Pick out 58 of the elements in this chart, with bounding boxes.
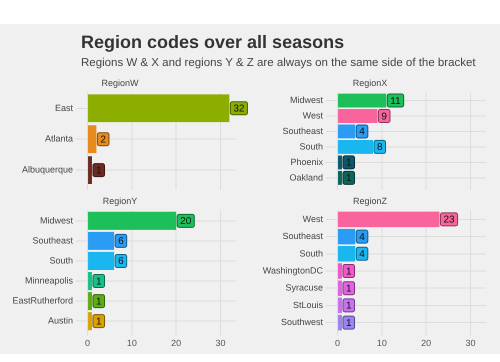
data-label: 6: [118, 236, 124, 248]
y-tick-label: Southwest: [280, 317, 324, 328]
data-label: 11: [390, 96, 402, 107]
x-tick-label: 0: [85, 338, 90, 348]
y-tick-label: Albuquerque: [22, 164, 73, 175]
y-tick-label: EastRutherford: [12, 296, 73, 306]
data-label: 1: [346, 266, 352, 278]
data-label: 1: [346, 283, 352, 294]
data-label: 23: [443, 214, 456, 226]
data-label: 32: [233, 104, 245, 115]
y-tick-label: South: [49, 255, 73, 266]
text: RegionZ: [352, 196, 388, 206]
y-tick-label: Southeast: [32, 235, 74, 246]
y-tick-label: West: [302, 110, 324, 120]
data-label: 1: [96, 276, 102, 288]
data-label: 1: [346, 158, 352, 169]
data-label: 1: [346, 173, 352, 184]
data-label: 1: [96, 165, 102, 176]
y-tick-label: StLouis: [292, 300, 324, 310]
data-label: 4: [359, 126, 366, 138]
y-tick-label: Minneapolis: [24, 276, 74, 286]
y-tick-label: Midwest: [290, 95, 324, 106]
x-tick-label: 30: [215, 338, 226, 348]
text: RegionY: [102, 196, 138, 206]
data-label: 1: [346, 300, 352, 312]
data-label: 1: [96, 296, 102, 308]
data-label: 9: [381, 111, 388, 122]
data-label: 6: [118, 256, 124, 268]
y-tick-label: Phoenix: [290, 156, 324, 167]
y-tick-label: Midwest: [40, 215, 74, 226]
y-tick-label: Syracuse: [285, 282, 323, 293]
y-tick-label: Austin: [48, 316, 73, 326]
text: Regions W & X and regions Y & Z are always on the same side of the bracket: [81, 57, 476, 69]
data-label: 4: [359, 249, 366, 260]
x-tick-label: 20: [171, 338, 182, 348]
x-tick-label: 30: [465, 338, 476, 348]
text: RegionW: [101, 78, 140, 88]
data-label: 20: [180, 216, 192, 228]
y-tick-label: WashingtonDC: [262, 265, 324, 276]
data-label: 2: [100, 134, 106, 146]
data-label: 1: [346, 318, 352, 329]
x-tick-label: 10: [376, 338, 387, 348]
y-tick-label: South: [299, 248, 323, 258]
y-tick-label: East: [54, 102, 74, 113]
y-tick-label: Southeast: [282, 126, 324, 136]
y-tick-label: Atlanta: [44, 134, 73, 144]
chart-title: Region codes over all seasons: [81, 32, 344, 53]
y-tick-label: South: [299, 141, 323, 152]
x-tick-label: 0: [335, 338, 340, 348]
data-label: 4: [359, 232, 366, 243]
data-label: 1: [96, 316, 102, 328]
y-tick-label: West: [302, 214, 324, 224]
y-tick-label: Southeast: [282, 231, 324, 242]
x-tick-label: 20: [421, 338, 432, 348]
y-tick-label: Oakland: [289, 172, 323, 182]
data-label: 8: [376, 142, 383, 154]
x-tick-label: 10: [126, 338, 137, 348]
text: RegionX: [352, 78, 388, 88]
